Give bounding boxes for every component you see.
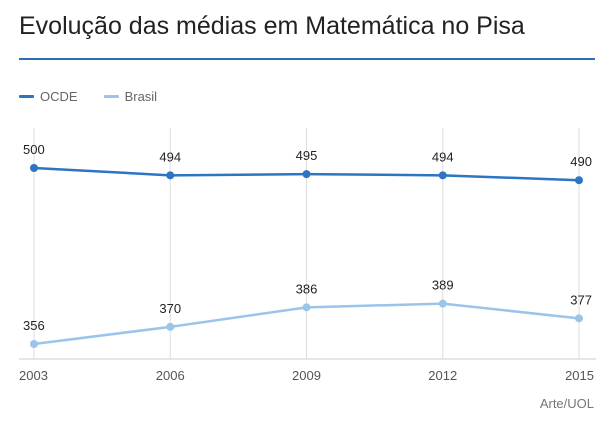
legend: OCDE Brasil [19, 89, 157, 104]
data-point-brasil-2012 [438, 299, 447, 308]
legend-swatch-ocde [19, 95, 34, 98]
data-point-ocde-2009 [302, 170, 311, 179]
data-label-ocde-2006: 494 [159, 149, 181, 164]
data-point-ocde-2006 [166, 171, 175, 180]
legend-swatch-brasil [103, 95, 119, 98]
data-label-brasil-2012: 389 [432, 278, 454, 293]
x-tick-label-2006: 2006 [156, 368, 185, 383]
data-label-brasil-2006: 370 [159, 301, 181, 316]
data-label-ocde-2015: 490 [570, 154, 592, 169]
x-tick-label-2015: 2015 [565, 368, 594, 383]
legend-label-brasil: Brasil [124, 89, 158, 104]
x-tick-label-2009: 2009 [292, 368, 321, 383]
data-label-brasil-2003: 356 [23, 318, 45, 333]
data-point-ocde-2015 [575, 176, 583, 185]
legend-label-ocde: OCDE [40, 89, 78, 104]
data-label-ocde-2003: 500 [23, 142, 45, 157]
data-label-brasil-2015: 377 [570, 292, 592, 307]
data-label-ocde-2009: 495 [296, 148, 318, 163]
x-tick-label-2012: 2012 [428, 368, 457, 383]
data-point-ocde-2003 [30, 164, 38, 172]
data-point-brasil-2009 [302, 303, 311, 312]
chart-title: Evolução das médias em Matemática no Pis… [19, 12, 525, 40]
data-point-brasil-2006 [166, 322, 175, 331]
data-point-brasil-2015 [575, 314, 583, 323]
title-divider [19, 58, 595, 60]
data-label-ocde-2012: 494 [432, 149, 454, 164]
data-label-brasil-2009: 386 [296, 281, 318, 296]
legend-item-ocde: OCDE [19, 89, 78, 104]
data-point-ocde-2012 [438, 171, 447, 180]
legend-item-brasil: Brasil [103, 89, 158, 104]
x-tick-label-2003: 2003 [19, 368, 48, 383]
source-credit: Arte/UOL [539, 396, 594, 411]
data-point-brasil-2003 [30, 340, 38, 348]
